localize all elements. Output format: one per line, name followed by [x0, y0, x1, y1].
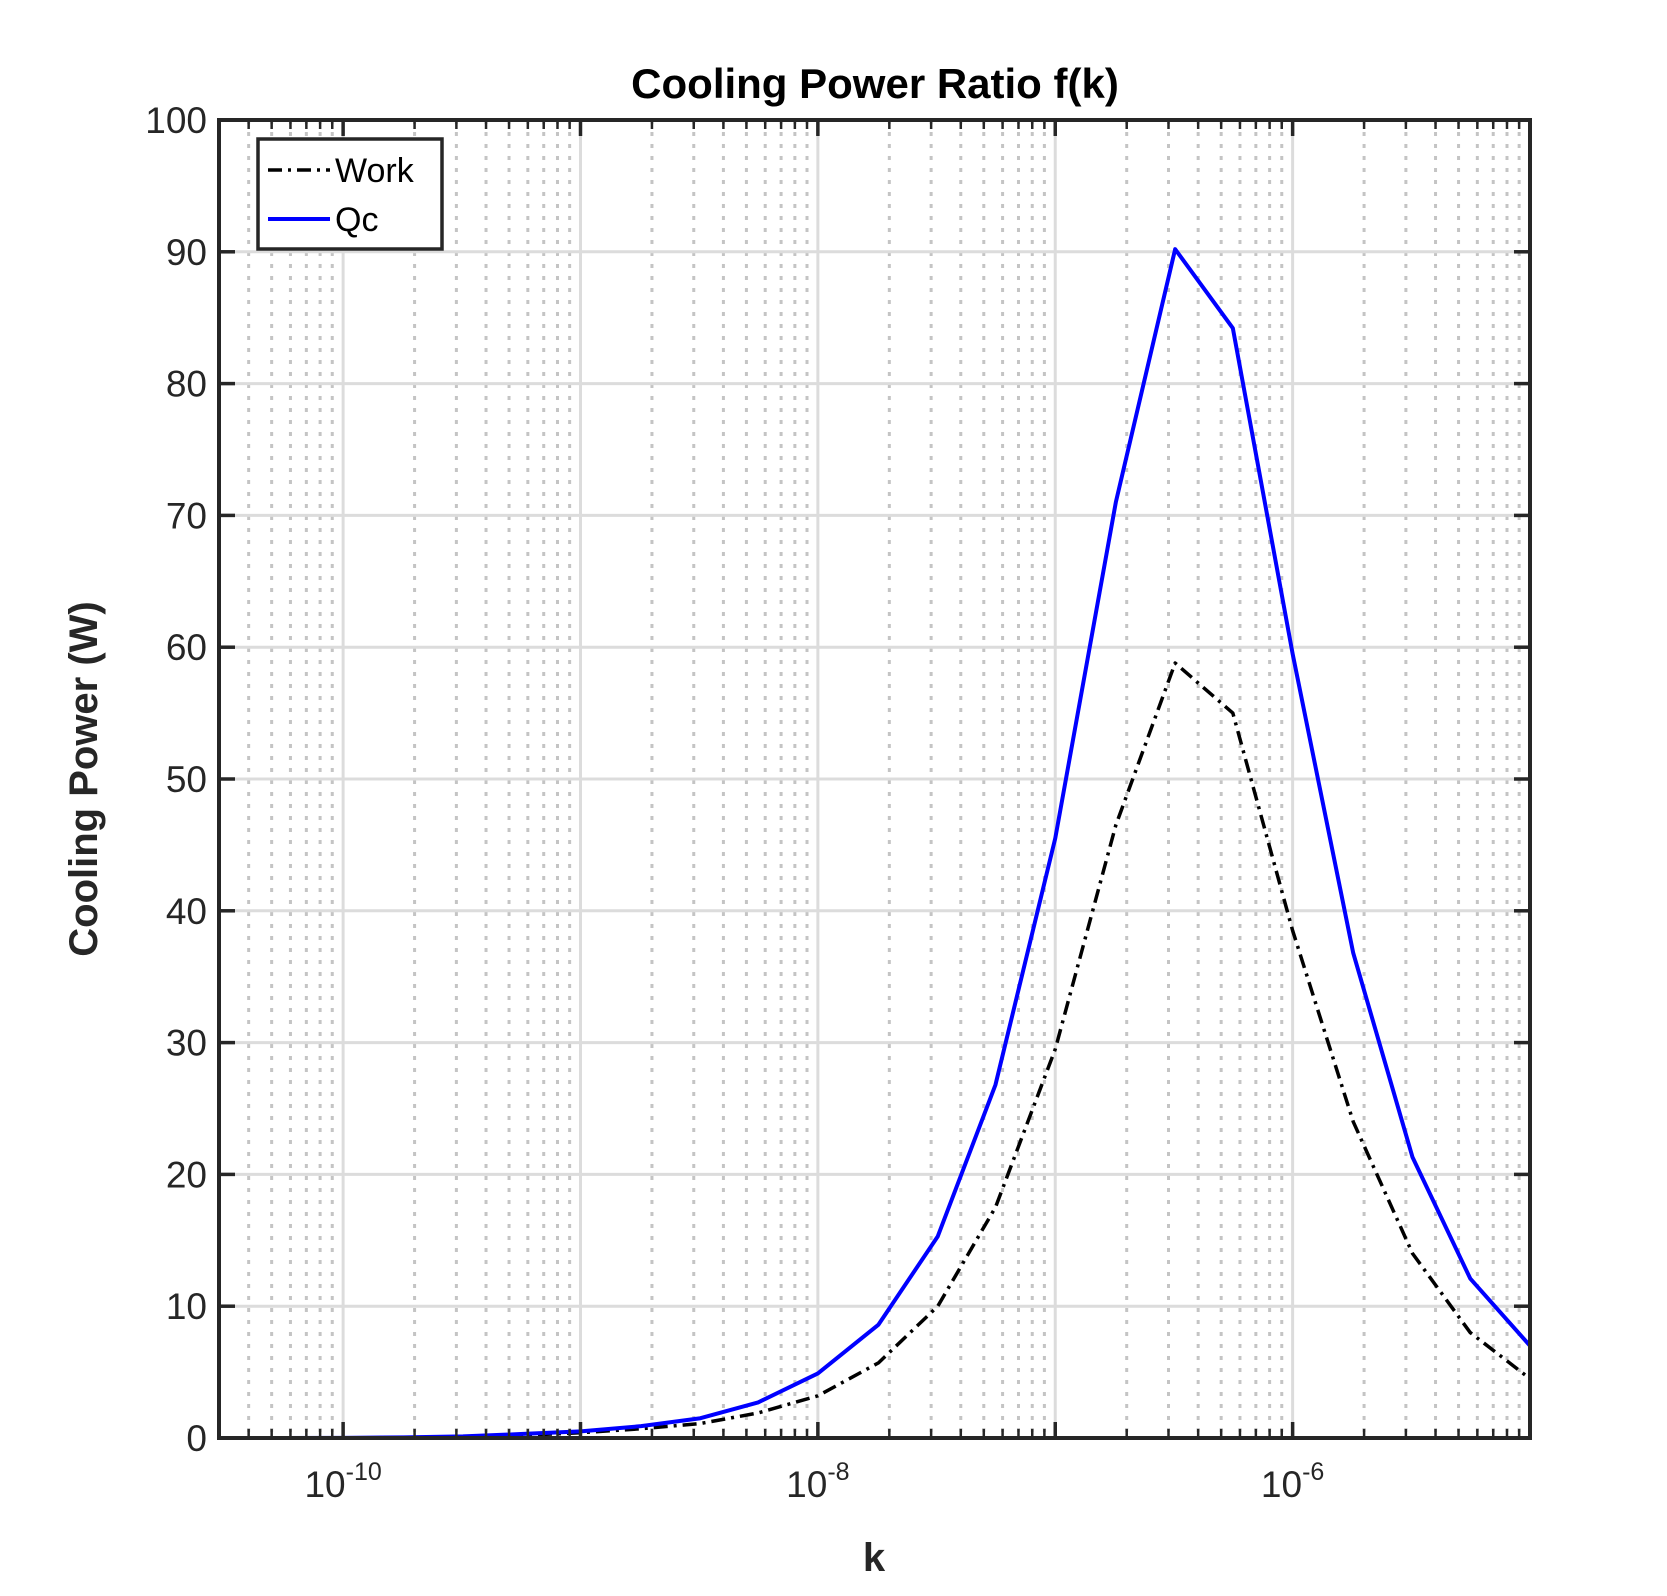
- x-tick-label-exponent: -6: [1302, 1458, 1324, 1486]
- legend-label-work: Work: [335, 152, 415, 190]
- legend-box: [256, 137, 444, 251]
- x-tick-label-exponent: -8: [827, 1458, 849, 1486]
- y-tick-label: 100: [145, 100, 207, 141]
- y-tick-label: 40: [166, 891, 207, 932]
- y-tick-label: 70: [166, 495, 207, 536]
- x-tick-label: 10-8: [786, 1458, 849, 1505]
- y-tick-label: 20: [166, 1154, 207, 1195]
- y-tick-label: 90: [166, 232, 207, 273]
- x-tick-label-base: 10: [1261, 1464, 1302, 1505]
- y-tick-label: 80: [166, 364, 207, 405]
- x-tick-label-base: 10: [304, 1464, 345, 1505]
- grid-layer: [219, 120, 1530, 1438]
- legend-label-qc: Qc: [335, 201, 378, 239]
- legend: Work Qc: [256, 137, 444, 251]
- y-tick-label: 60: [166, 627, 207, 668]
- x-tick-label: 10-10: [304, 1458, 381, 1505]
- y-tick-label: 10: [166, 1286, 207, 1327]
- x-tick-label-base: 10: [786, 1464, 827, 1505]
- y-axis-label: Cooling Power (W): [62, 601, 106, 957]
- y-tick-label: 50: [166, 759, 207, 800]
- y-tick-label: 30: [166, 1023, 207, 1064]
- chart-title: Cooling Power Ratio f(k): [631, 60, 1119, 107]
- x-axis-label: k: [863, 1536, 886, 1580]
- y-tick-label: 0: [186, 1418, 207, 1459]
- x-tick-label: 10-6: [1261, 1458, 1324, 1505]
- x-tick-label-exponent: -10: [346, 1458, 382, 1486]
